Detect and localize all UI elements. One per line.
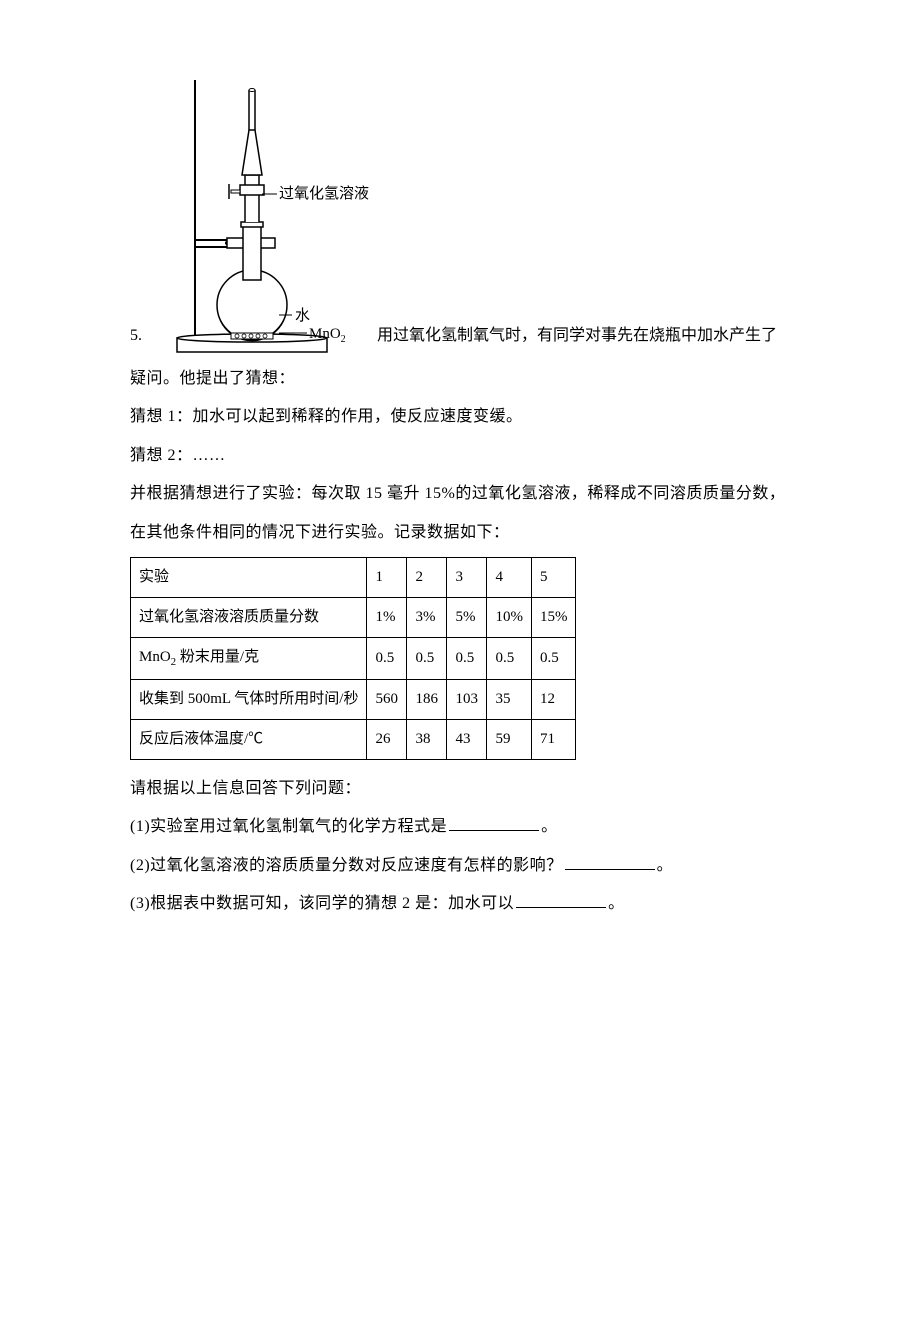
diagram-label-solution: 过氧化氢溶液: [279, 185, 369, 202]
table-row: 过氧化氢溶液溶质质量分数1%3%5%10%15%: [131, 597, 576, 637]
table-cell: 186: [407, 679, 447, 719]
table-cell: 12: [531, 679, 576, 719]
intro-text-part2: 疑问。他提出了猜想：: [130, 360, 790, 398]
followup-text: 请根据以上信息回答下列问题：: [130, 770, 790, 808]
table-row: 实验12345: [131, 557, 576, 597]
experiment-description-2: 在其他条件相同的情况下进行实验。记录数据如下：: [130, 514, 790, 552]
table-row: MnO2 粉末用量/克0.50.50.50.50.5: [131, 637, 576, 679]
experiment-data-table: 实验12345过氧化氢溶液溶质质量分数1%3%5%10%15%MnO2 粉末用量…: [130, 557, 576, 760]
question-intro-row: 5. 过: [130, 80, 790, 355]
apparatus-diagram: 过氧化氢溶液 水 MnO2: [167, 80, 377, 360]
table-cell: 5%: [447, 597, 487, 637]
table-cell: 1: [367, 557, 407, 597]
table-row-label: 过氧化氢溶液溶质质量分数: [131, 597, 367, 637]
table-row-label: MnO2 粉末用量/克: [131, 637, 367, 679]
q1-suffix: 。: [541, 818, 558, 835]
table-row-label: 反应后液体温度/℃: [131, 719, 367, 759]
table-cell: 15%: [531, 597, 576, 637]
table-cell: 59: [487, 719, 532, 759]
table-cell: 35: [487, 679, 532, 719]
question-number: 5.: [130, 317, 142, 355]
table-cell: 0.5: [447, 637, 487, 679]
table-cell: 103: [447, 679, 487, 719]
table-row-label: 收集到 500mL 气体时所用时间/秒: [131, 679, 367, 719]
table-row: 收集到 500mL 气体时所用时间/秒5601861033512: [131, 679, 576, 719]
table-cell: 0.5: [367, 637, 407, 679]
table-cell: 43: [447, 719, 487, 759]
table-cell: 560: [367, 679, 407, 719]
table-cell: 26: [367, 719, 407, 759]
diagram-label-water: 水: [295, 307, 310, 324]
table-cell: 5: [531, 557, 576, 597]
experiment-description-1: 并根据猜想进行了实验：每次取 15 毫升 15%的过氧化氢溶液，稀释成不同溶质质…: [130, 475, 790, 513]
table-cell: 0.5: [407, 637, 447, 679]
question-1: (1)实验室用过氧化氢制氧气的化学方程式是 。: [130, 808, 790, 846]
q2-suffix: 。: [657, 857, 674, 874]
question-2: (2)过氧化氢溶液的溶质质量分数对反应速度有怎样的影响？ 。: [130, 847, 790, 885]
table-cell: 71: [531, 719, 576, 759]
table-cell: 10%: [487, 597, 532, 637]
table-row: 反应后液体温度/℃2638435971: [131, 719, 576, 759]
chemistry-apparatus-icon: 过氧化氢溶液 水 MnO2: [167, 80, 377, 360]
q3-suffix: 。: [608, 895, 625, 912]
table-cell: 3%: [407, 597, 447, 637]
guess-2: 猜想 2：……: [130, 437, 790, 475]
q2-prefix: (2)过氧化氢溶液的溶质质量分数对反应速度有怎样的影响？: [130, 857, 563, 874]
table-cell: 38: [407, 719, 447, 759]
blank-line: [516, 892, 606, 908]
table-cell: 2: [407, 557, 447, 597]
intro-text-part1: 用过氧化氢制氧气时，有同学对事先在烧瓶中加水产生了: [377, 317, 777, 355]
question-3: (3)根据表中数据可知，该同学的猜想 2 是：加水可以 。: [130, 885, 790, 923]
blank-line: [449, 815, 539, 831]
table-cell: 0.5: [487, 637, 532, 679]
q1-prefix: (1)实验室用过氧化氢制氧气的化学方程式是: [130, 818, 447, 835]
q3-prefix: (3)根据表中数据可知，该同学的猜想 2 是：加水可以: [130, 895, 514, 912]
table-cell: 3: [447, 557, 487, 597]
table-row-label: 实验: [131, 557, 367, 597]
guess-1: 猜想 1：加水可以起到稀释的作用，使反应速度变缓。: [130, 398, 790, 436]
table-cell: 0.5: [531, 637, 576, 679]
table-cell: 4: [487, 557, 532, 597]
table-cell: 1%: [367, 597, 407, 637]
blank-line: [565, 854, 655, 870]
